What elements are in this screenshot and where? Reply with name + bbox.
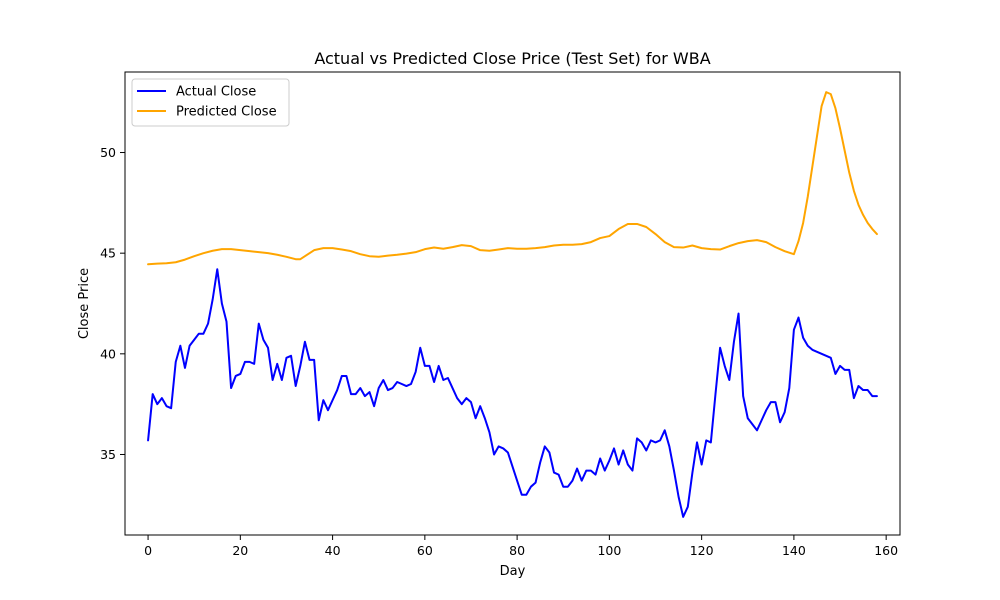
plot-area: [125, 72, 900, 535]
y-axis-label: Close Price: [77, 268, 92, 339]
x-tick-label: 100: [597, 543, 621, 558]
plot-frame: [124, 71, 901, 536]
x-tick-label: 40: [325, 543, 341, 558]
x-tick-label: 20: [232, 543, 248, 558]
x-axis: 0 20 40 60 80 100 120 140 160: [144, 535, 898, 558]
x-tick-label: 60: [417, 543, 433, 558]
series-line-predicted-close: [147, 91, 878, 266]
chart-title: Actual vs Predicted Close Price (Test Se…: [314, 49, 710, 68]
x-tick-label: 0: [144, 543, 152, 558]
series-line-actual-close: [147, 268, 878, 518]
legend-label-actual-close: Actual Close: [176, 85, 256, 100]
y-tick-label: 50: [100, 145, 116, 160]
legend-box: [131, 78, 290, 127]
legend-label-predicted-close: Predicted Close: [176, 105, 277, 120]
legend: Actual Close Predicted Close: [131, 78, 290, 127]
y-tick-label: 40: [100, 346, 116, 361]
y-axis: 35 40 45 50: [100, 145, 125, 462]
series-layer: [147, 91, 878, 518]
x-tick-label: 80: [509, 543, 525, 558]
x-axis-label: Day: [500, 564, 526, 579]
y-tick-label: 45: [100, 246, 116, 261]
x-tick-label: 160: [874, 543, 898, 558]
x-tick-label: 140: [782, 543, 806, 558]
y-tick-label: 35: [100, 447, 116, 462]
x-tick-label: 120: [690, 543, 714, 558]
